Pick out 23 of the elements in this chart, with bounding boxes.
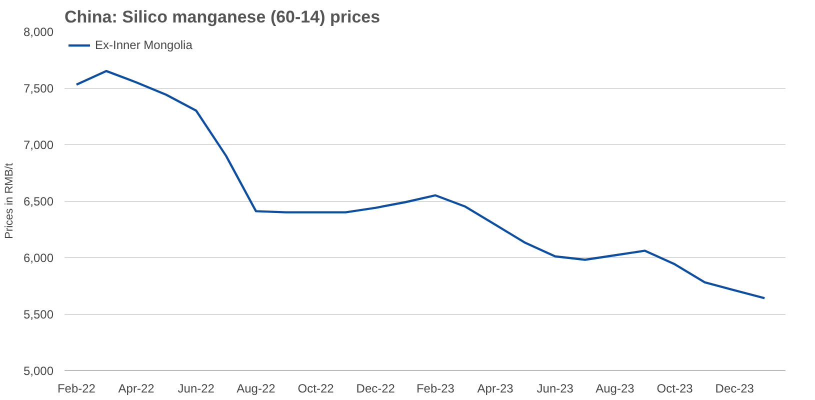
y-tick-label: 8,000: [23, 25, 54, 39]
y-tick-label: 5,500: [23, 308, 54, 322]
x-tick-label: Feb-23: [416, 382, 455, 396]
x-tick-label: Dec-22: [356, 382, 396, 396]
x-tick-label: Apr-23: [477, 382, 514, 396]
x-tick-label: Aug-22: [236, 382, 276, 396]
y-tick-label: 6,000: [23, 251, 54, 265]
x-tick-label: Aug-23: [596, 382, 635, 396]
y-tick-label: 6,500: [23, 194, 54, 208]
y-tick-label: 7,500: [23, 82, 54, 96]
x-tick-label: Jun-22: [178, 382, 215, 396]
x-tick-label: Jun-23: [536, 382, 574, 396]
x-tick-label: Oct-22: [298, 382, 334, 396]
x-tick-label: Oct-23: [656, 382, 694, 396]
x-tick-label: Apr-22: [118, 382, 155, 396]
x-tick-label: Dec-23: [715, 382, 754, 396]
chart-title: China: Silico manganese (60-14) prices: [64, 8, 380, 26]
x-tick-label: Feb-22: [57, 382, 96, 396]
y-tick-label: 7,000: [23, 138, 54, 152]
legend-label: Ex-Inner Mongolia: [95, 38, 192, 52]
y-axis-title: Prices in RMB/t: [3, 163, 16, 239]
line-series: [75, 70, 766, 300]
y-tick-label: 5,000: [23, 364, 54, 378]
